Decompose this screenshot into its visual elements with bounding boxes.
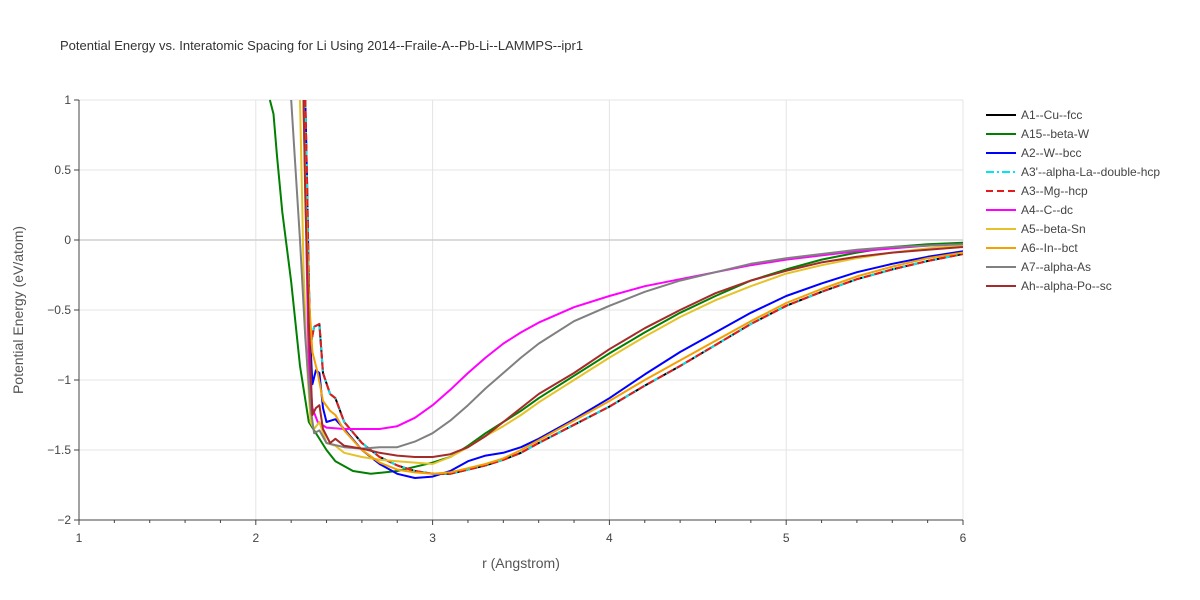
series-lines (268, 99, 963, 479)
chart-title: Potential Energy vs. Interatomic Spacing… (60, 38, 583, 53)
series-line-3 (304, 99, 963, 475)
y-axis-label: Potential Energy (eV/atom) (10, 226, 26, 394)
legend-entry: A4--C--dc (1021, 203, 1073, 217)
x-tick-labels: 1 2 3 4 5 6 (76, 531, 967, 545)
legend-entry: A6--In--bct (1021, 241, 1078, 255)
legend-entry: A2--W--bcc (1021, 146, 1081, 160)
series-line-4 (304, 99, 963, 475)
y-tick-label: −1 (57, 373, 71, 387)
x-tick-label: 6 (960, 531, 967, 545)
legend: A1--Cu--fcc A15--beta-W A2--W--bcc A3'--alp… (986, 108, 1160, 293)
series-line-9 (302, 99, 963, 458)
legend-entry: A1--Cu--fcc (1021, 108, 1082, 122)
legend-entry: A5--beta-Sn (1021, 222, 1086, 236)
series-line-6 (299, 99, 963, 465)
y-tick-label: −2 (57, 513, 71, 527)
legend-entry: A15--beta-W (1021, 127, 1090, 141)
series-line-5 (302, 99, 963, 430)
y-tick-label: −0.5 (47, 303, 71, 317)
x-tick-label: 2 (252, 531, 259, 545)
series-line-8 (290, 99, 963, 450)
y-tick-label: 0 (64, 233, 71, 247)
y-tick-label: −1.5 (47, 443, 71, 457)
y-tick-labels: 1 0.5 0 −0.5 −1 −1.5 −2 (47, 93, 71, 527)
x-tick-label: 1 (76, 531, 83, 545)
legend-entry: A7--alpha-As (1021, 260, 1091, 274)
legend-entry: Ah--alpha-Po--sc (1021, 279, 1112, 293)
x-tick-label: 3 (429, 531, 436, 545)
y-tick-label: 1 (64, 93, 71, 107)
series-line-1 (268, 99, 963, 475)
grid (74, 99, 964, 525)
legend-entry: A3'--alpha-La--double-hcp (1021, 165, 1160, 179)
x-tick-label: 4 (606, 531, 613, 545)
legend-entry: A3--Mg--hcp (1021, 184, 1088, 198)
x-axis-label: r (Angstrom) (482, 555, 560, 571)
y-tick-label: 0.5 (54, 163, 71, 177)
series-line-0 (304, 99, 963, 475)
x-tick-label: 5 (783, 531, 790, 545)
series-line-7 (302, 99, 963, 475)
